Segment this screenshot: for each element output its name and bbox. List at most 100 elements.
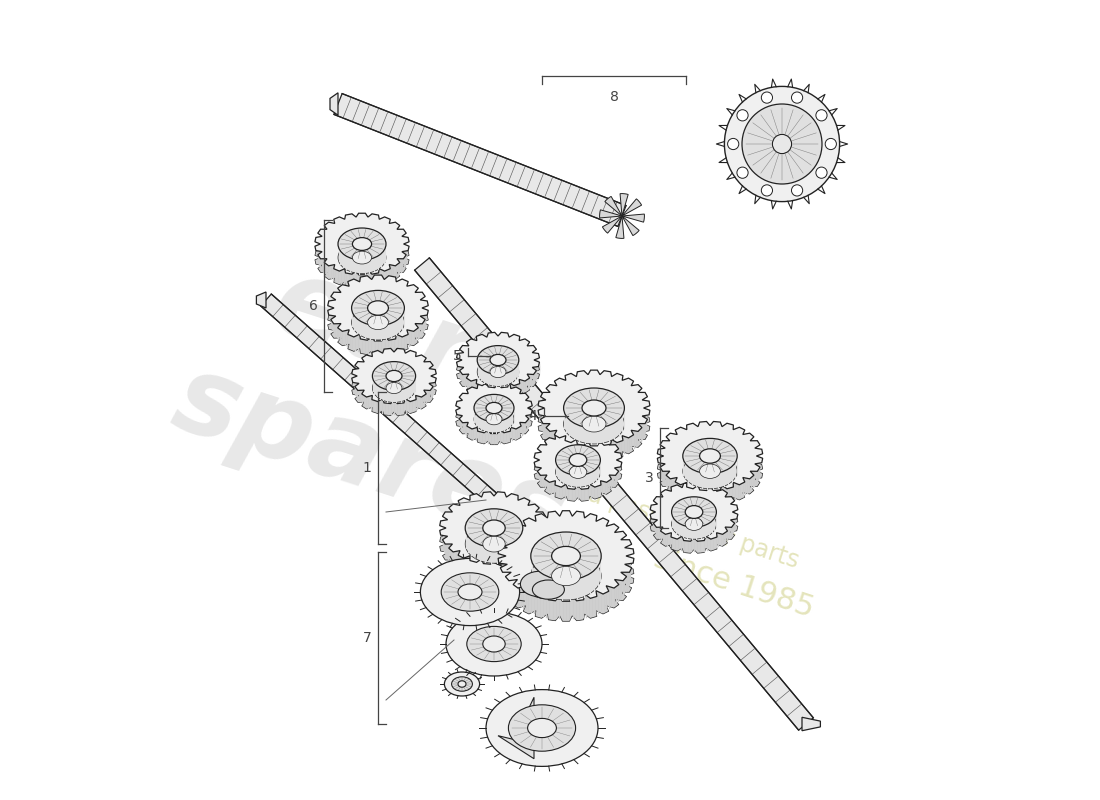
Ellipse shape [373, 374, 416, 402]
Ellipse shape [477, 346, 519, 374]
Circle shape [772, 134, 792, 154]
Circle shape [761, 92, 772, 103]
Ellipse shape [531, 532, 602, 580]
Polygon shape [455, 382, 532, 434]
Ellipse shape [446, 612, 542, 676]
Polygon shape [261, 294, 548, 550]
Ellipse shape [683, 454, 737, 489]
Ellipse shape [466, 626, 521, 662]
Ellipse shape [352, 251, 372, 264]
Text: 8: 8 [609, 90, 618, 104]
Ellipse shape [367, 315, 388, 330]
Polygon shape [456, 344, 539, 400]
Ellipse shape [520, 571, 560, 597]
Text: 6: 6 [309, 299, 318, 313]
Polygon shape [328, 275, 428, 341]
Wedge shape [620, 194, 628, 216]
Ellipse shape [672, 497, 716, 527]
Ellipse shape [490, 354, 506, 366]
Ellipse shape [352, 305, 405, 340]
Text: 5: 5 [453, 349, 462, 363]
Ellipse shape [685, 506, 703, 518]
Ellipse shape [386, 370, 402, 382]
Text: 7: 7 [363, 631, 372, 645]
Polygon shape [658, 422, 762, 490]
Ellipse shape [569, 466, 586, 478]
Ellipse shape [373, 362, 416, 390]
Circle shape [742, 104, 822, 184]
Ellipse shape [672, 509, 716, 539]
Ellipse shape [420, 558, 519, 626]
Ellipse shape [352, 238, 372, 250]
Ellipse shape [338, 242, 386, 274]
Ellipse shape [532, 580, 564, 599]
Wedge shape [621, 216, 639, 235]
Polygon shape [456, 332, 539, 388]
Ellipse shape [483, 636, 505, 652]
Ellipse shape [556, 445, 601, 475]
Polygon shape [440, 492, 548, 564]
Text: a passion for parts: a passion for parts [585, 482, 803, 574]
Polygon shape [415, 258, 813, 730]
Polygon shape [328, 290, 428, 355]
Ellipse shape [458, 681, 466, 687]
Ellipse shape [367, 301, 388, 315]
Ellipse shape [528, 718, 557, 738]
Ellipse shape [483, 520, 505, 536]
Polygon shape [538, 386, 650, 462]
Ellipse shape [700, 449, 720, 463]
Ellipse shape [483, 536, 505, 552]
Circle shape [727, 138, 739, 150]
Ellipse shape [700, 464, 720, 478]
Polygon shape [440, 508, 548, 580]
Ellipse shape [486, 414, 502, 425]
Ellipse shape [556, 457, 601, 487]
Ellipse shape [486, 402, 502, 414]
Wedge shape [616, 216, 624, 238]
Text: since 1985: since 1985 [650, 545, 817, 623]
Ellipse shape [465, 525, 522, 563]
Ellipse shape [486, 690, 598, 766]
Circle shape [737, 110, 748, 121]
Ellipse shape [477, 358, 519, 386]
Text: 3: 3 [646, 471, 654, 485]
Wedge shape [621, 214, 645, 222]
Polygon shape [334, 94, 626, 226]
Polygon shape [650, 494, 738, 554]
Polygon shape [315, 227, 409, 288]
Polygon shape [352, 349, 437, 403]
Circle shape [792, 92, 803, 103]
Ellipse shape [338, 228, 386, 260]
Polygon shape [535, 430, 622, 490]
Ellipse shape [458, 584, 482, 600]
Ellipse shape [441, 573, 498, 611]
Circle shape [761, 185, 772, 196]
Ellipse shape [551, 566, 581, 586]
Polygon shape [802, 718, 821, 730]
Polygon shape [535, 442, 622, 502]
Ellipse shape [569, 454, 586, 466]
Text: 4: 4 [528, 409, 537, 423]
Circle shape [825, 138, 836, 150]
Text: 1: 1 [363, 461, 372, 475]
Ellipse shape [582, 416, 606, 432]
Ellipse shape [563, 404, 625, 444]
Circle shape [816, 167, 827, 178]
Text: euro
spares: euro spares [162, 229, 618, 571]
Polygon shape [498, 510, 634, 602]
Ellipse shape [465, 509, 522, 547]
Ellipse shape [444, 672, 480, 696]
Ellipse shape [582, 400, 606, 416]
Ellipse shape [685, 518, 703, 530]
Polygon shape [330, 93, 338, 115]
Wedge shape [603, 216, 622, 233]
Ellipse shape [474, 406, 514, 433]
Polygon shape [256, 292, 266, 308]
Polygon shape [498, 530, 634, 622]
Circle shape [725, 86, 839, 202]
Polygon shape [538, 370, 650, 446]
Ellipse shape [352, 290, 405, 326]
Ellipse shape [563, 388, 625, 428]
Polygon shape [650, 482, 738, 542]
Circle shape [792, 185, 803, 196]
